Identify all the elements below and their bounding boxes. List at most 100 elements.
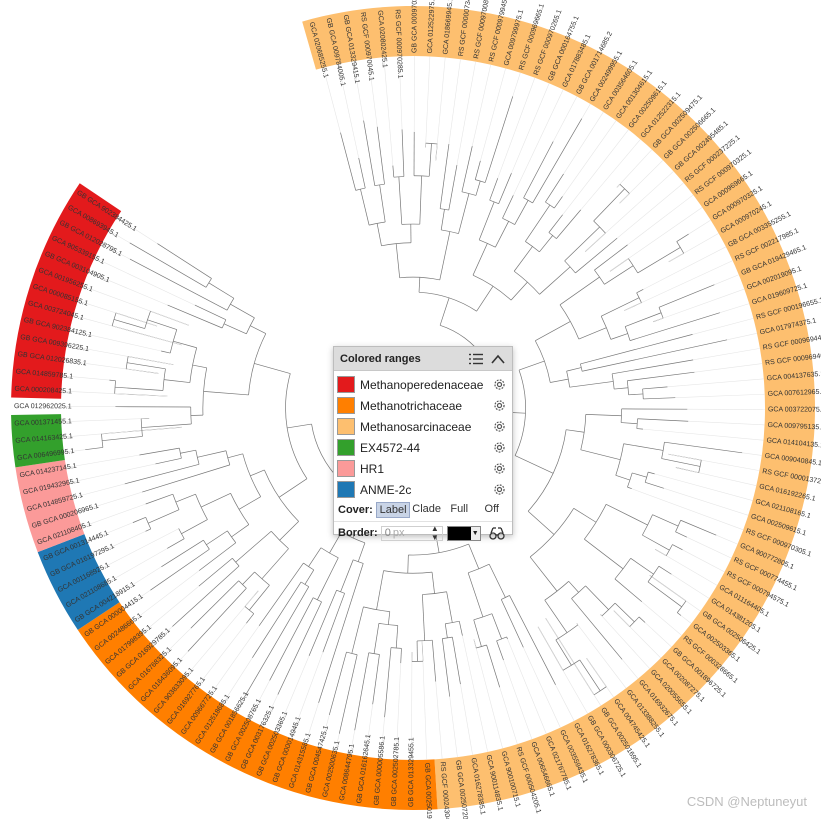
cover-option-off[interactable]: Off — [484, 503, 499, 515]
internal-branch — [566, 429, 585, 433]
internal-branch — [102, 436, 143, 442]
leaf-branch — [109, 379, 116, 382]
leaf-branch — [328, 651, 347, 716]
leaf-branch — [340, 132, 357, 191]
leaf-branch — [439, 144, 450, 209]
list-settings-icon[interactable] — [468, 351, 484, 367]
branch-arc — [368, 652, 380, 655]
branch-arc — [285, 373, 308, 479]
range-band-methanoperedenaceae — [11, 183, 122, 399]
leaf-label: GB GCA 013329455.1 — [408, 737, 415, 807]
leaf-branch — [376, 126, 385, 185]
leaf-branch — [553, 196, 563, 209]
branch-arc — [593, 686, 607, 696]
leaf-guide — [580, 139, 641, 210]
leaf-guide — [668, 233, 719, 263]
color-swatch[interactable] — [337, 418, 355, 435]
branch-arc — [475, 179, 486, 183]
gear-icon[interactable] — [493, 483, 506, 496]
internal-branch — [208, 282, 235, 299]
internal-branch — [473, 619, 482, 647]
leaf-guide — [380, 717, 385, 759]
leaf-branch — [277, 601, 322, 695]
branch-arc — [627, 472, 633, 488]
leaf-branch — [155, 457, 182, 465]
color-swatch[interactable] — [337, 397, 355, 414]
leaf-branch — [161, 350, 171, 354]
color-swatch[interactable] — [337, 481, 355, 498]
range-band-anme-2c — [37, 534, 120, 630]
internal-branch — [407, 554, 409, 574]
color-swatch[interactable] — [337, 439, 355, 456]
leaf-branch — [548, 214, 563, 233]
cover-option-full[interactable]: Full — [450, 503, 469, 515]
internal-branch — [578, 327, 607, 340]
leaf-guide — [365, 704, 373, 757]
cover-option-clade[interactable]: Clade — [412, 503, 442, 515]
internal-branch — [491, 613, 502, 640]
leaf-guide — [68, 463, 156, 483]
collapse-chevron-up-icon[interactable] — [490, 351, 506, 367]
gear-icon[interactable] — [493, 462, 506, 475]
border-width-unit: px — [392, 527, 405, 539]
leaf-branch — [523, 141, 554, 199]
spinner-icon[interactable]: ▲ ▼ — [430, 524, 439, 542]
leaf-guide — [173, 651, 189, 667]
leaf-branch — [458, 621, 463, 636]
branch-arc — [626, 380, 629, 395]
leaf-guide — [545, 618, 602, 706]
internal-branch — [238, 496, 261, 510]
leaf-guide — [631, 488, 744, 531]
panel-header: Colored ranges — [334, 347, 512, 371]
leaf-guide — [621, 659, 639, 679]
internal-branch — [446, 591, 453, 623]
leaf-branch — [363, 120, 376, 186]
internal-branch — [373, 623, 380, 654]
leaf-guide — [61, 418, 150, 423]
leaf-guide — [649, 575, 701, 612]
leaf-label: GCA 020802425.1 — [376, 10, 388, 68]
internal-branch — [472, 243, 488, 276]
gear-icon[interactable] — [493, 441, 506, 454]
branch-arc — [496, 636, 507, 642]
gear-icon[interactable] — [493, 399, 506, 412]
internal-branch — [254, 363, 291, 374]
legend-row-anme-2c: ANME-2c — [334, 479, 512, 500]
leaf-branch — [571, 598, 623, 660]
border-width-input[interactable]: 0 px ▲ ▼ — [380, 524, 443, 542]
leaf-guide — [115, 566, 162, 597]
branch-arc — [580, 363, 583, 372]
leaf-branch — [580, 334, 693, 365]
leaf-branch — [636, 428, 643, 430]
internal-branch — [242, 571, 255, 585]
branch-arc — [203, 540, 210, 550]
internal-branch — [376, 570, 384, 610]
gear-icon[interactable] — [493, 420, 506, 433]
leaf-branch — [400, 648, 402, 664]
binoculars-icon[interactable] — [489, 526, 505, 541]
internal-branch — [566, 367, 582, 372]
branch-arc — [374, 183, 385, 187]
cover-option-label[interactable]: Label — [375, 502, 411, 518]
internal-branch — [476, 285, 494, 312]
color-swatch[interactable] — [337, 376, 355, 393]
internal-branch — [495, 221, 509, 248]
leaf-guide — [435, 681, 443, 759]
leaf-branch — [612, 359, 694, 375]
leaf-label: GB GCA 000970205.1 — [411, 0, 418, 53]
leaf-branch — [637, 418, 689, 422]
gear-icon[interactable] — [493, 378, 506, 391]
internal-branch — [539, 235, 553, 253]
leaf-guide — [448, 59, 461, 145]
legend-label: ANME-2c — [360, 482, 412, 497]
color-swatch[interactable] — [337, 460, 355, 477]
leaf-guide — [353, 61, 364, 121]
internal-branch — [478, 201, 495, 241]
border-color-picker[interactable]: ▼ — [446, 525, 481, 541]
leaf-branch — [452, 637, 461, 685]
watermark: CSDN @Neptuneyut — [686, 794, 807, 809]
leaf-branch — [636, 289, 644, 294]
colored-ranges-panel: Colored ranges Methanoperedenaceae Methan… — [333, 346, 513, 542]
internal-branch — [250, 325, 266, 334]
leaf-guide — [72, 483, 125, 498]
